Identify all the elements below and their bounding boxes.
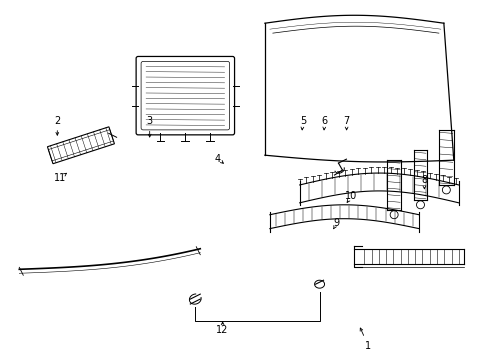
Text: 6: 6 <box>321 116 327 126</box>
Text: 1: 1 <box>365 341 371 351</box>
Text: 2: 2 <box>54 116 61 126</box>
Text: 4: 4 <box>214 154 221 163</box>
Text: 7: 7 <box>343 116 349 126</box>
Text: 11: 11 <box>54 173 66 183</box>
Text: 10: 10 <box>345 191 357 201</box>
Text: 8: 8 <box>421 175 427 185</box>
FancyBboxPatch shape <box>136 57 234 135</box>
FancyBboxPatch shape <box>141 62 229 130</box>
Text: 9: 9 <box>333 218 339 228</box>
Text: 5: 5 <box>299 116 305 126</box>
Text: 12: 12 <box>216 325 228 335</box>
Text: 3: 3 <box>146 116 152 126</box>
